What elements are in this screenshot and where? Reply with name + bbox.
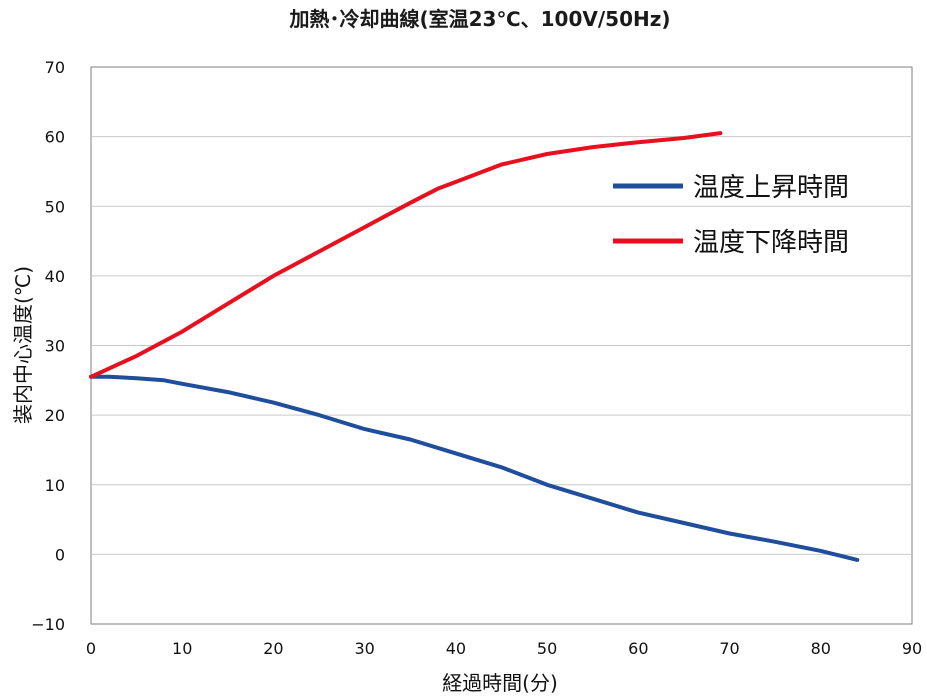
- x-axis-label: 経過時間(分): [442, 671, 558, 695]
- x-tick-label: 30: [354, 639, 374, 658]
- y-tick-label: 20: [45, 406, 65, 425]
- grid-lines: [91, 136, 912, 555]
- series-lines: [89, 131, 860, 562]
- y-axis-label: 装内中心温度(℃): [11, 266, 35, 424]
- y-tick-label: −10: [31, 615, 65, 634]
- x-tick-label: 80: [811, 639, 831, 658]
- series-line-1: [89, 131, 723, 379]
- series-line-0: [89, 374, 860, 562]
- y-tick-label: 40: [45, 267, 65, 286]
- legend-label-1: 温度下降時間: [693, 228, 849, 258]
- x-tick-label: 0: [86, 639, 96, 658]
- x-tick-label: 50: [537, 639, 557, 658]
- legend-label-0: 温度上昇時間: [693, 173, 849, 203]
- y-tick-label: 30: [45, 337, 65, 356]
- x-tick-label: 90: [902, 639, 922, 658]
- x-tick-label: 10: [172, 639, 192, 658]
- y-tick-label: 10: [45, 476, 65, 495]
- y-tick-label: 0: [55, 545, 65, 564]
- y-tick-label: 70: [45, 58, 65, 77]
- x-tick-label: 40: [446, 639, 466, 658]
- x-tick-label: 20: [263, 639, 283, 658]
- chart-title: 加熱･冷却曲線(室温23℃、100V/50Hz): [288, 7, 670, 31]
- x-tick-label: 60: [628, 639, 648, 658]
- y-tick-label: 50: [45, 197, 65, 216]
- x-tick-label: 70: [719, 639, 739, 658]
- y-tick-label: 60: [45, 128, 65, 147]
- x-axis-ticks: 0 10 20 30 40 50 60 70 80 90: [86, 639, 922, 658]
- y-axis-ticks: 70 60 50 40 30 20 10 0 −10: [31, 58, 65, 634]
